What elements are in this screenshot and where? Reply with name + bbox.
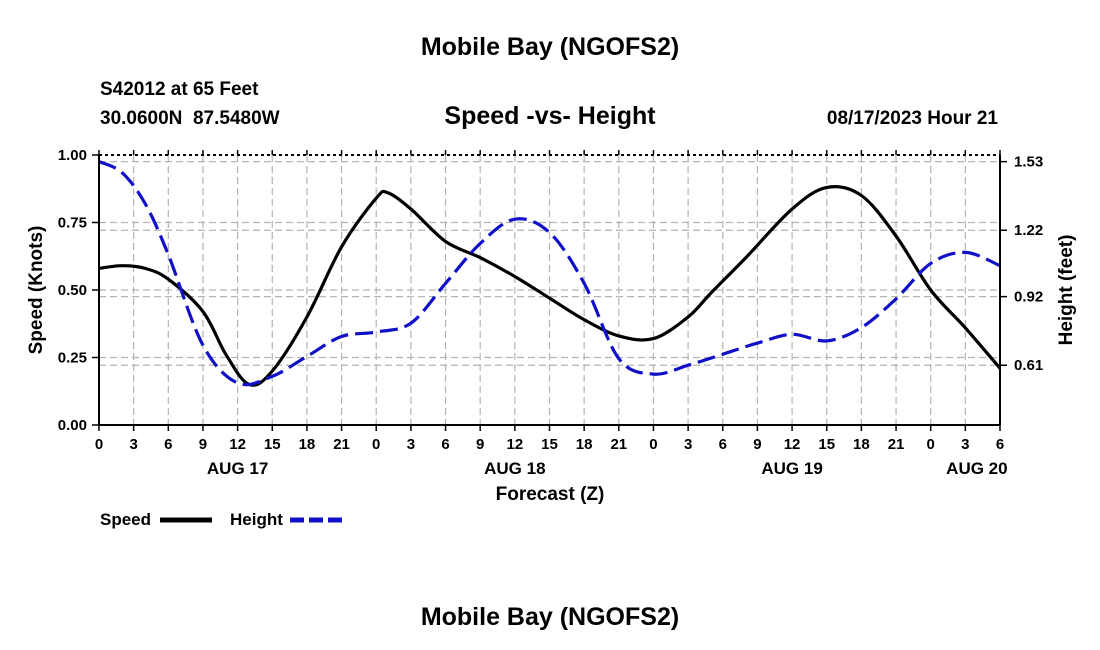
x-axis-label: Forecast (Z) [496, 484, 605, 505]
x-tick-label: 21 [333, 436, 350, 453]
y2-tick-label: 0.92 [1014, 289, 1043, 306]
y2-tick-label: 0.61 [1014, 357, 1043, 374]
grid [99, 155, 1000, 425]
x-date-label: AUG 17 [207, 459, 268, 478]
forecast-timestamp: 08/17/2023 Hour 21 [827, 108, 999, 129]
y-tick-label: 0.50 [58, 282, 87, 299]
y-tick-label: 1.00 [58, 147, 87, 164]
x-tick-label: 12 [507, 436, 524, 453]
x-date-label: AUG 19 [761, 459, 822, 478]
x-tick-label: 12 [229, 436, 246, 453]
page-title: Mobile Bay (NGOFS2) [421, 33, 679, 61]
x-tick-label: 3 [684, 436, 692, 453]
y2-tick-label: 1.22 [1014, 222, 1043, 239]
x-tick-label: 6 [164, 436, 172, 453]
x-tick-label: 15 [818, 436, 835, 453]
legend: Speed Height [100, 510, 342, 529]
legend-height-label: Height [230, 510, 283, 529]
x-tick-label: 21 [610, 436, 627, 453]
x-tick-label: 3 [407, 436, 415, 453]
x-tick-label: 18 [299, 436, 316, 453]
x-tick-label: 21 [888, 436, 905, 453]
coordinates-label: 30.0600N 87.5480W [100, 108, 280, 129]
x-tick-label: 15 [264, 436, 281, 453]
axes: 0 3 6 9 12 15 18 21 0 3 6 9 12 15 18 21 0 3 6 9 12 15 18 21 0 3 6 A… [58, 147, 1043, 478]
x-tick-label: 6 [441, 436, 449, 453]
x-tick-label: 18 [853, 436, 870, 453]
x-date-label: AUG 20 [946, 459, 1007, 478]
series-height-line [98, 160, 1001, 387]
x-tick-label: 9 [753, 436, 761, 453]
y-axis-label: Speed (Knots) [26, 226, 47, 355]
series-layer [98, 160, 1002, 387]
y2-axis-label: Height (feet) [1056, 235, 1077, 346]
y-tick-label: 0.75 [58, 215, 87, 232]
x-tick-label: 3 [961, 436, 969, 453]
x-tick-label: 15 [541, 436, 558, 453]
x-tick-label: 0 [95, 436, 103, 453]
chart-subtitle: Speed -vs- Height [444, 102, 656, 130]
x-date-label: AUG 18 [484, 459, 545, 478]
footer-title: Mobile Bay (NGOFS2) [421, 603, 679, 631]
station-label: S42012 at 65 Feet [100, 79, 259, 100]
x-tick-label: 18 [576, 436, 593, 453]
x-tick-label: 12 [784, 436, 801, 453]
x-tick-label: 6 [996, 436, 1004, 453]
legend-speed-label: Speed [100, 510, 151, 529]
series-speed-line [98, 184, 1002, 387]
y-tick-label: 0.00 [58, 417, 87, 434]
x-tick-label: 9 [199, 436, 207, 453]
x-tick-label: 0 [649, 436, 657, 453]
x-tick-label: 3 [129, 436, 137, 453]
x-tick-label: 0 [927, 436, 935, 453]
y2-tick-label: 1.53 [1014, 154, 1043, 171]
x-tick-label: 6 [719, 436, 727, 453]
x-tick-label: 0 [372, 436, 380, 453]
x-tick-label: 9 [476, 436, 484, 453]
y-tick-label: 0.25 [58, 350, 87, 367]
